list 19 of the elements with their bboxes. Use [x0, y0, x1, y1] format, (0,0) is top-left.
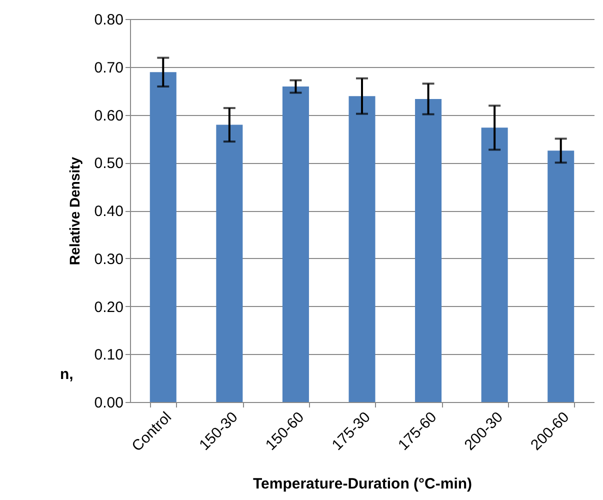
bar	[348, 96, 376, 402]
bar	[216, 124, 243, 402]
text: n,	[60, 366, 74, 383]
y-tick-label: 0.20	[94, 298, 124, 316]
y-tick-label: 0.60	[94, 107, 124, 124]
y-tick-label: 0.10	[94, 346, 124, 364]
x-axis-title: Temperature-Duration (°C-min)	[252, 475, 472, 492]
bar	[415, 98, 442, 402]
y-tick-label: 0.00	[94, 394, 124, 412]
y-tick-label: 0.80	[94, 12, 124, 28]
bar	[282, 86, 309, 402]
bar	[150, 72, 176, 402]
bar	[481, 128, 508, 402]
y-tick-label: 0.50	[94, 155, 124, 172]
bar	[548, 150, 574, 402]
y-tick-label: 0.30	[94, 250, 124, 268]
y-axis-title: Relative Density	[66, 156, 82, 266]
y-tick-label: 0.40	[94, 203, 124, 220]
y-tick-label: 0.70	[94, 59, 124, 76]
